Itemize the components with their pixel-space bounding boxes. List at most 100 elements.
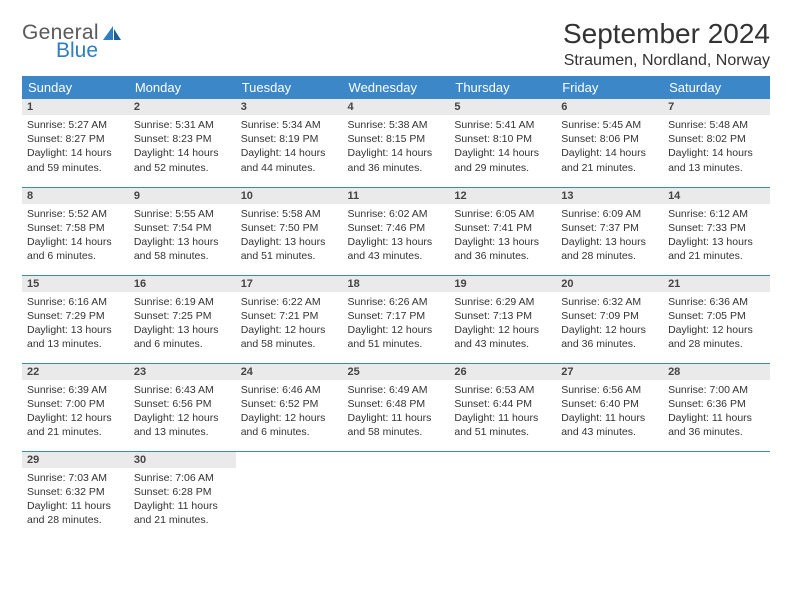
day-number: 29 bbox=[22, 452, 129, 468]
calendar-day-cell: 7Sunrise: 5:48 AMSunset: 8:02 PMDaylight… bbox=[663, 99, 770, 187]
day-details: Sunrise: 5:34 AMSunset: 8:19 PMDaylight:… bbox=[236, 115, 343, 179]
calendar-day-cell: 12Sunrise: 6:05 AMSunset: 7:41 PMDayligh… bbox=[449, 187, 556, 275]
day-number: 18 bbox=[343, 276, 450, 292]
day-number: 9 bbox=[129, 188, 236, 204]
calendar-week-row: 8Sunrise: 5:52 AMSunset: 7:58 PMDaylight… bbox=[22, 187, 770, 275]
calendar-day-cell: 30Sunrise: 7:06 AMSunset: 6:28 PMDayligh… bbox=[129, 451, 236, 539]
calendar-day-cell: 10Sunrise: 5:58 AMSunset: 7:50 PMDayligh… bbox=[236, 187, 343, 275]
page-title: September 2024 bbox=[563, 18, 770, 50]
day-details: Sunrise: 6:36 AMSunset: 7:05 PMDaylight:… bbox=[663, 292, 770, 356]
day-details: Sunrise: 6:46 AMSunset: 6:52 PMDaylight:… bbox=[236, 380, 343, 444]
dow-wednesday: Wednesday bbox=[343, 76, 450, 99]
calendar-day-cell: 20Sunrise: 6:32 AMSunset: 7:09 PMDayligh… bbox=[556, 275, 663, 363]
day-details: Sunrise: 6:22 AMSunset: 7:21 PMDaylight:… bbox=[236, 292, 343, 356]
calendar-day-cell: 5Sunrise: 5:41 AMSunset: 8:10 PMDaylight… bbox=[449, 99, 556, 187]
day-details: Sunrise: 6:49 AMSunset: 6:48 PMDaylight:… bbox=[343, 380, 450, 444]
day-details: Sunrise: 6:02 AMSunset: 7:46 PMDaylight:… bbox=[343, 204, 450, 268]
day-number: 20 bbox=[556, 276, 663, 292]
calendar-day-cell: 8Sunrise: 5:52 AMSunset: 7:58 PMDaylight… bbox=[22, 187, 129, 275]
day-number: 15 bbox=[22, 276, 129, 292]
dow-friday: Friday bbox=[556, 76, 663, 99]
day-number: 5 bbox=[449, 99, 556, 115]
calendar-day-cell: .. bbox=[663, 451, 770, 539]
day-details: Sunrise: 5:38 AMSunset: 8:15 PMDaylight:… bbox=[343, 115, 450, 179]
day-number: 28 bbox=[663, 364, 770, 380]
day-details: Sunrise: 5:52 AMSunset: 7:58 PMDaylight:… bbox=[22, 204, 129, 268]
brand-logo: General Blue bbox=[22, 18, 123, 61]
day-number: 25 bbox=[343, 364, 450, 380]
day-number: 22 bbox=[22, 364, 129, 380]
calendar-day-cell: 18Sunrise: 6:26 AMSunset: 7:17 PMDayligh… bbox=[343, 275, 450, 363]
day-details: Sunrise: 6:53 AMSunset: 6:44 PMDaylight:… bbox=[449, 380, 556, 444]
day-details: Sunrise: 6:39 AMSunset: 7:00 PMDaylight:… bbox=[22, 380, 129, 444]
calendar-day-cell: 15Sunrise: 6:16 AMSunset: 7:29 PMDayligh… bbox=[22, 275, 129, 363]
day-details: Sunrise: 7:06 AMSunset: 6:28 PMDaylight:… bbox=[129, 468, 236, 532]
day-details: Sunrise: 6:43 AMSunset: 6:56 PMDaylight:… bbox=[129, 380, 236, 444]
day-details: Sunrise: 6:09 AMSunset: 7:37 PMDaylight:… bbox=[556, 204, 663, 268]
calendar-week-row: 22Sunrise: 6:39 AMSunset: 7:00 PMDayligh… bbox=[22, 363, 770, 451]
calendar-day-cell: 17Sunrise: 6:22 AMSunset: 7:21 PMDayligh… bbox=[236, 275, 343, 363]
day-number: 2 bbox=[129, 99, 236, 115]
calendar-day-cell: 13Sunrise: 6:09 AMSunset: 7:37 PMDayligh… bbox=[556, 187, 663, 275]
calendar-day-cell: 3Sunrise: 5:34 AMSunset: 8:19 PMDaylight… bbox=[236, 99, 343, 187]
calendar-day-cell: 24Sunrise: 6:46 AMSunset: 6:52 PMDayligh… bbox=[236, 363, 343, 451]
sail-icon bbox=[101, 24, 123, 42]
day-details: Sunrise: 5:27 AMSunset: 8:27 PMDaylight:… bbox=[22, 115, 129, 179]
calendar-week-row: 29Sunrise: 7:03 AMSunset: 6:32 PMDayligh… bbox=[22, 451, 770, 539]
calendar-day-cell: .. bbox=[449, 451, 556, 539]
day-details: Sunrise: 7:03 AMSunset: 6:32 PMDaylight:… bbox=[22, 468, 129, 532]
calendar-day-cell: .. bbox=[556, 451, 663, 539]
calendar-week-row: 15Sunrise: 6:16 AMSunset: 7:29 PMDayligh… bbox=[22, 275, 770, 363]
day-number: 24 bbox=[236, 364, 343, 380]
day-number: 1 bbox=[22, 99, 129, 115]
day-details: Sunrise: 6:12 AMSunset: 7:33 PMDaylight:… bbox=[663, 204, 770, 268]
calendar-day-cell: 4Sunrise: 5:38 AMSunset: 8:15 PMDaylight… bbox=[343, 99, 450, 187]
day-number: 4 bbox=[343, 99, 450, 115]
calendar-day-cell: 16Sunrise: 6:19 AMSunset: 7:25 PMDayligh… bbox=[129, 275, 236, 363]
calendar-day-cell: 1Sunrise: 5:27 AMSunset: 8:27 PMDaylight… bbox=[22, 99, 129, 187]
calendar-week-row: 1Sunrise: 5:27 AMSunset: 8:27 PMDaylight… bbox=[22, 99, 770, 187]
calendar-day-cell: 19Sunrise: 6:29 AMSunset: 7:13 PMDayligh… bbox=[449, 275, 556, 363]
day-number: 26 bbox=[449, 364, 556, 380]
day-number: 23 bbox=[129, 364, 236, 380]
calendar-day-cell: 25Sunrise: 6:49 AMSunset: 6:48 PMDayligh… bbox=[343, 363, 450, 451]
day-details: Sunrise: 5:45 AMSunset: 8:06 PMDaylight:… bbox=[556, 115, 663, 179]
dow-sunday: Sunday bbox=[22, 76, 129, 99]
day-number: 21 bbox=[663, 276, 770, 292]
day-number: 30 bbox=[129, 452, 236, 468]
day-details: Sunrise: 6:16 AMSunset: 7:29 PMDaylight:… bbox=[22, 292, 129, 356]
day-number: 16 bbox=[129, 276, 236, 292]
day-details: Sunrise: 6:26 AMSunset: 7:17 PMDaylight:… bbox=[343, 292, 450, 356]
day-number: 12 bbox=[449, 188, 556, 204]
calendar-day-cell: 2Sunrise: 5:31 AMSunset: 8:23 PMDaylight… bbox=[129, 99, 236, 187]
calendar-day-cell: 21Sunrise: 6:36 AMSunset: 7:05 PMDayligh… bbox=[663, 275, 770, 363]
header: General Blue September 2024 Straumen, No… bbox=[22, 18, 770, 70]
calendar-day-cell: 9Sunrise: 5:55 AMSunset: 7:54 PMDaylight… bbox=[129, 187, 236, 275]
calendar-day-cell: .. bbox=[236, 451, 343, 539]
calendar-day-cell: 22Sunrise: 6:39 AMSunset: 7:00 PMDayligh… bbox=[22, 363, 129, 451]
day-details: Sunrise: 6:19 AMSunset: 7:25 PMDaylight:… bbox=[129, 292, 236, 356]
day-number: 11 bbox=[343, 188, 450, 204]
day-number: 7 bbox=[663, 99, 770, 115]
dow-thursday: Thursday bbox=[449, 76, 556, 99]
day-details: Sunrise: 5:48 AMSunset: 8:02 PMDaylight:… bbox=[663, 115, 770, 179]
day-number: 27 bbox=[556, 364, 663, 380]
day-number: 10 bbox=[236, 188, 343, 204]
dow-saturday: Saturday bbox=[663, 76, 770, 99]
calendar-day-cell: .. bbox=[343, 451, 450, 539]
location-subtitle: Straumen, Nordland, Norway bbox=[563, 52, 770, 70]
day-number: 19 bbox=[449, 276, 556, 292]
calendar-table: Sunday Monday Tuesday Wednesday Thursday… bbox=[22, 76, 770, 539]
day-details: Sunrise: 5:41 AMSunset: 8:10 PMDaylight:… bbox=[449, 115, 556, 179]
day-number: 6 bbox=[556, 99, 663, 115]
brand-word-2: Blue bbox=[56, 40, 123, 61]
calendar-day-cell: 27Sunrise: 6:56 AMSunset: 6:40 PMDayligh… bbox=[556, 363, 663, 451]
calendar-day-cell: 28Sunrise: 7:00 AMSunset: 6:36 PMDayligh… bbox=[663, 363, 770, 451]
calendar-day-cell: 29Sunrise: 7:03 AMSunset: 6:32 PMDayligh… bbox=[22, 451, 129, 539]
day-details: Sunrise: 6:05 AMSunset: 7:41 PMDaylight:… bbox=[449, 204, 556, 268]
day-number: 17 bbox=[236, 276, 343, 292]
day-details: Sunrise: 5:58 AMSunset: 7:50 PMDaylight:… bbox=[236, 204, 343, 268]
day-number: 3 bbox=[236, 99, 343, 115]
day-details: Sunrise: 5:31 AMSunset: 8:23 PMDaylight:… bbox=[129, 115, 236, 179]
day-number: 8 bbox=[22, 188, 129, 204]
